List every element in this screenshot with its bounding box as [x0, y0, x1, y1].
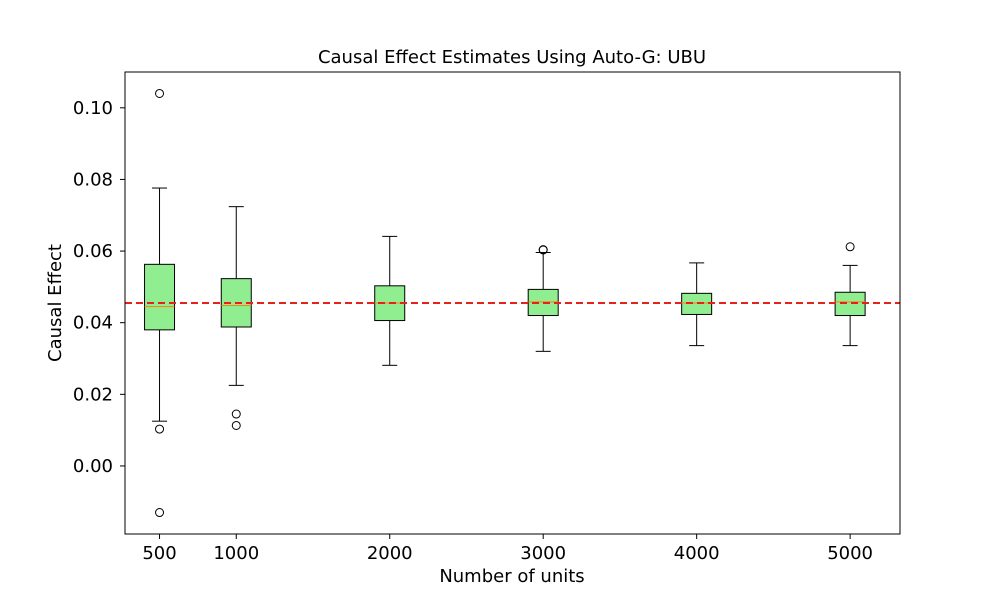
outlier-point [155, 88, 165, 98]
box-group [374, 235, 406, 366]
y-tick-label: 0.10 [73, 98, 113, 119]
outlier-point [155, 508, 165, 518]
y-tick-label: 0.04 [73, 313, 113, 334]
x-axis-label: Number of units [439, 566, 584, 587]
plot-area [125, 88, 900, 518]
box-group [681, 262, 713, 347]
x-tick-label: 3000 [520, 543, 566, 564]
chart-title: Causal Effect Estimates Using Auto-G: UB… [318, 47, 706, 68]
x-axis: 500 1000 2000 3000 4000 5000 [142, 534, 873, 564]
box-group [144, 88, 176, 518]
outlier-point [231, 409, 241, 419]
outlier-point [845, 242, 855, 252]
box-group [220, 206, 252, 430]
outlier-point [538, 245, 548, 255]
x-tick-label: 2000 [367, 543, 413, 564]
y-tick-label: 0.06 [73, 241, 113, 262]
x-tick-label: 1000 [213, 543, 259, 564]
y-axis: 0.00 0.02 0.04 0.06 0.08 0.10 [73, 98, 125, 477]
iqr-box [144, 263, 176, 331]
x-tick-label: 5000 [827, 543, 873, 564]
outlier-point [155, 424, 165, 434]
y-tick-label: 0.08 [73, 169, 113, 190]
plot-frame [124, 71, 901, 535]
y-tick-label: 0.00 [73, 456, 113, 477]
box-group [527, 245, 559, 352]
y-tick-label: 0.02 [73, 384, 113, 405]
y-axis-label: Causal Effect [45, 244, 66, 362]
x-tick-label: 4000 [674, 543, 720, 564]
box-group [834, 242, 866, 347]
iqr-box [834, 291, 866, 317]
outlier-point [231, 420, 241, 430]
x-tick-label: 500 [142, 543, 176, 564]
